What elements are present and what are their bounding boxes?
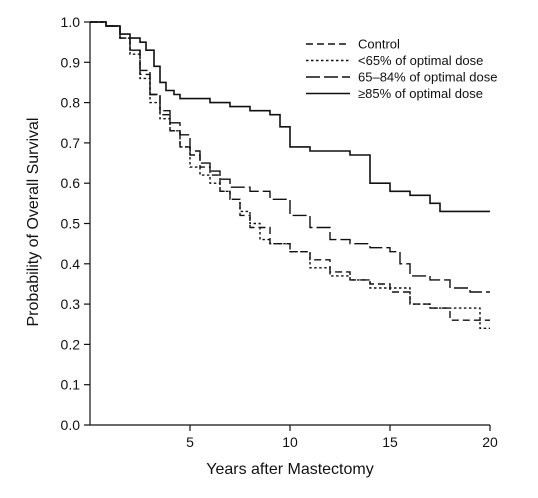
y-tick-label: 1.0 bbox=[61, 14, 81, 30]
y-tick-label: 0.4 bbox=[61, 256, 81, 272]
legend-label: Control bbox=[358, 37, 400, 52]
y-tick-label: 0.7 bbox=[61, 135, 81, 151]
x-tick-label: 20 bbox=[482, 434, 498, 450]
y-tick-label: 0.6 bbox=[61, 175, 81, 191]
y-tick-label: 0.0 bbox=[61, 417, 81, 433]
x-ticks: 5 10 15 20 bbox=[186, 425, 498, 450]
legend-label: ≥85% of optimal dose bbox=[358, 86, 483, 101]
series-layer bbox=[90, 21, 490, 329]
series-line-85-of-optimal-dose bbox=[90, 21, 490, 213]
y-axis-label: Probability of Overall Survival bbox=[25, 118, 42, 327]
y-tick-label: 0.5 bbox=[61, 216, 81, 232]
y-ticks: 0.0 0.1 0.2 0.3 0.4 0.5 0.6 0.7 0.8 0.9 1.0 bbox=[61, 14, 90, 433]
y-tick-label: 0.8 bbox=[61, 95, 81, 111]
x-tick-label: 10 bbox=[282, 434, 298, 450]
legend: Control<65% of optimal dose 65–84% of opt… bbox=[306, 37, 497, 101]
series-line-control bbox=[90, 21, 490, 321]
x-tick-label: 5 bbox=[186, 434, 194, 450]
series-line-65-84-of-optimal-dose bbox=[90, 21, 490, 293]
y-tick-label: 0.2 bbox=[61, 336, 81, 352]
axes: 0.0 0.1 0.2 0.3 0.4 0.5 0.6 0.7 0.8 0.9 1.0 5 10 15 2… bbox=[61, 14, 498, 450]
legend-label: 65–84% of optimal dose bbox=[358, 70, 497, 85]
legend-label: <65% of optimal dose bbox=[358, 53, 483, 68]
y-tick-label: 0.3 bbox=[61, 296, 81, 312]
x-tick-label: 15 bbox=[382, 434, 398, 450]
x-axis-label: Years after Mastectomy bbox=[206, 461, 373, 478]
y-tick-label: 0.9 bbox=[61, 54, 81, 70]
y-tick-label: 0.1 bbox=[61, 377, 81, 393]
